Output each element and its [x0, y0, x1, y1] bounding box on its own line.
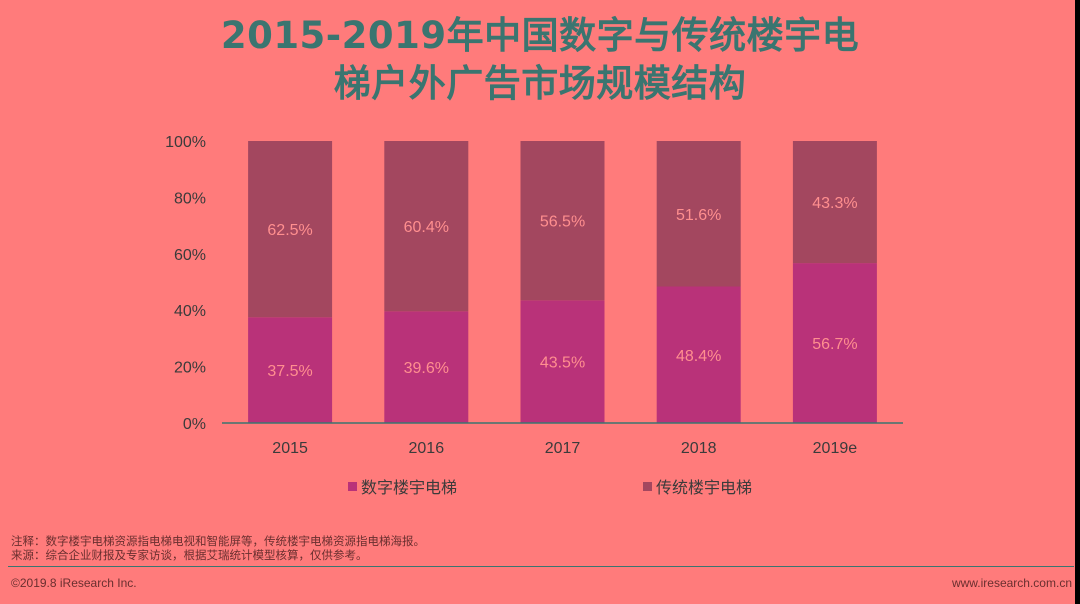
data-label: 56.7%	[812, 336, 857, 353]
bar-traditional	[248, 141, 333, 318]
y-tick-label: 0%	[183, 416, 206, 433]
data-label: 56.5%	[540, 214, 585, 231]
x-tick-label: 2018	[681, 440, 717, 457]
data-label: 51.6%	[676, 207, 721, 224]
bar-digital	[520, 300, 605, 423]
bar-traditional	[656, 141, 741, 287]
y-tick-label: 60%	[174, 247, 206, 264]
legend-label: 数字楼宇电梯	[361, 478, 457, 497]
data-label: 37.5%	[267, 363, 312, 380]
data-label: 43.5%	[540, 355, 585, 372]
data-label: 39.6%	[404, 360, 449, 377]
y-tick-label: 40%	[174, 303, 206, 320]
data-label: 62.5%	[267, 222, 312, 239]
website-link[interactable]: www.iresearch.com.cn	[951, 576, 1072, 590]
x-tick-label: 2017	[545, 440, 581, 457]
legend-swatch	[643, 482, 652, 491]
x-tick-label: 2016	[409, 440, 445, 457]
bar-digital	[384, 311, 469, 423]
x-tick-label: 2015	[272, 440, 308, 457]
data-label: 43.3%	[812, 195, 857, 212]
y-tick-label: 80%	[174, 190, 206, 207]
chart-title-line-1: 2015-2019年中国数字与传统楼宇电	[220, 14, 860, 57]
chart-note: 注释：数字楼宇电梯资源指电梯电视和智能屏等，传统楼宇电梯资源指电梯海报。	[11, 534, 425, 548]
right-edge-bar	[1075, 0, 1080, 604]
legend-label: 传统楼宇电梯	[656, 478, 752, 497]
data-label: 48.4%	[676, 348, 721, 365]
footer-divider	[8, 566, 1074, 567]
bar-traditional	[792, 141, 877, 264]
bar-digital	[656, 286, 741, 423]
bar-traditional	[384, 141, 469, 312]
data-label: 60.4%	[404, 219, 449, 236]
x-tick-label: 2019e	[813, 440, 858, 457]
legend-swatch	[348, 482, 357, 491]
chart-source: 来源：综合企业财报及专家访谈，根据艾瑞统计模型核算，仅供参考。	[11, 548, 368, 562]
stacked-bar-chart: 0% 20% 40% 60% 80% 100% 37.5% 62.5% 2015 39.6% 60.…	[165, 134, 903, 497]
bar-traditional	[520, 141, 605, 301]
copyright-text: ©2019.8 iResearch Inc.	[11, 576, 137, 590]
chart-title-line-2: 梯户外广告市场规模结构	[333, 62, 747, 105]
bar-digital	[248, 317, 333, 423]
y-tick-label: 20%	[174, 360, 206, 377]
bar-digital	[792, 263, 877, 423]
y-tick-label: 100%	[165, 134, 206, 151]
